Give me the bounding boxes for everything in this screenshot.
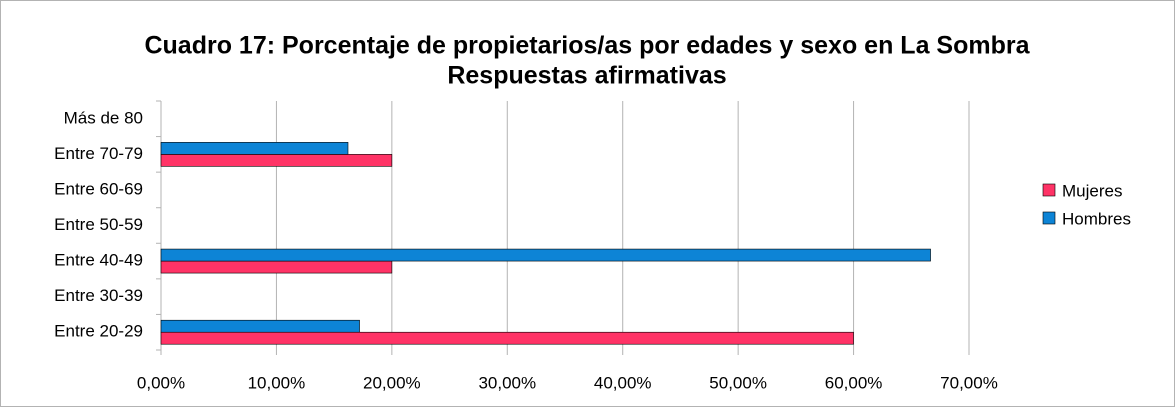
y-tick-label: Entre 50-59 bbox=[54, 215, 143, 234]
legend-label: Mujeres bbox=[1062, 181, 1122, 200]
bar bbox=[160, 154, 393, 167]
y-tick-label: Entre 30-39 bbox=[54, 286, 143, 305]
chart-subtitle: Respuestas afirmativas bbox=[447, 62, 726, 90]
x-tick-label: 10,00% bbox=[248, 373, 306, 392]
y-tick-label: Más de 80 bbox=[64, 108, 143, 127]
legend-label: Hombres bbox=[1062, 209, 1131, 228]
y-tick-label: Entre 40-49 bbox=[54, 251, 143, 270]
x-tick-label: 70,00% bbox=[940, 373, 998, 392]
y-tick-label: Entre 20-29 bbox=[54, 322, 143, 341]
x-tick-label: 30,00% bbox=[478, 373, 536, 392]
x-tick-label: 50,00% bbox=[709, 373, 767, 392]
bar bbox=[160, 319, 360, 333]
legend-swatch bbox=[1042, 211, 1056, 225]
chart-title: Cuadro 17: Porcentaje de propietarios/as… bbox=[144, 32, 1030, 60]
x-tick-label: 60,00% bbox=[825, 373, 883, 392]
y-tick-label: Entre 70-79 bbox=[54, 144, 143, 163]
x-tick-label: 40,00% bbox=[594, 373, 652, 392]
bar bbox=[160, 248, 931, 262]
x-tick-label: 20,00% bbox=[363, 373, 421, 392]
bar bbox=[160, 142, 349, 155]
y-tick-label: Entre 60-69 bbox=[54, 179, 143, 198]
bar bbox=[160, 260, 393, 274]
bar bbox=[160, 331, 854, 345]
legend-swatch bbox=[1042, 183, 1056, 197]
x-tick-label: 0,00% bbox=[137, 373, 185, 392]
